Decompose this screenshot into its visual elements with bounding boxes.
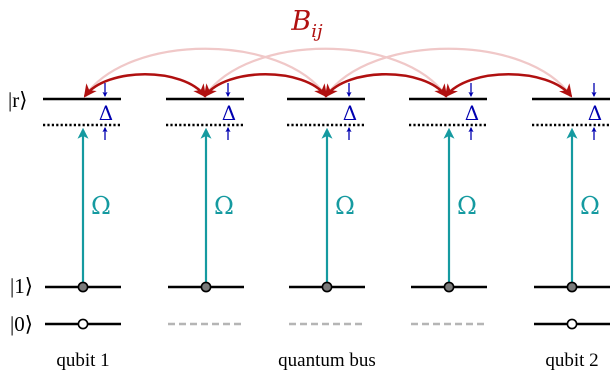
coupling-label: Bij <box>290 6 323 42</box>
quantum-bus-caption: quantum bus <box>278 350 376 371</box>
detuning-label: Δ <box>465 101 479 125</box>
atom-column-3: ΩΔ <box>287 83 365 326</box>
one-population-dot <box>77 281 89 293</box>
rabi-label: Ω <box>335 192 355 220</box>
zero-state-label: |0⟩ <box>10 312 33 336</box>
one-population-dot <box>566 281 578 293</box>
zero-population-dot <box>566 318 578 330</box>
rabi-label: Ω <box>457 192 477 220</box>
rydberg-state-label: |r⟩ <box>8 88 27 112</box>
zero-population-dot <box>77 318 89 330</box>
one-population-dot <box>321 281 333 293</box>
one-population-dot <box>200 281 212 293</box>
atom-column-1: ΩΔ <box>43 83 121 330</box>
detuning-label: Δ <box>99 101 113 125</box>
one-population-dot <box>443 281 455 293</box>
next-nearest-couplings <box>84 47 572 98</box>
nearest-couplings <box>83 73 573 98</box>
qubit-1-caption: qubit 1 <box>56 350 109 371</box>
nearest-coupling-arc <box>203 73 328 98</box>
next-nearest-coupling-arc <box>204 47 447 98</box>
nearest-coupling-arc <box>83 73 207 98</box>
rabi-label: Ω <box>214 192 234 220</box>
next-nearest-coupling-arc <box>84 47 327 98</box>
detuning-label: Δ <box>588 101 602 125</box>
atom-column-2: ΩΔ <box>166 83 244 326</box>
atom-column-5: ΩΔ <box>532 83 610 330</box>
detuning-label: Δ <box>222 101 236 125</box>
one-state-label: |1⟩ <box>10 274 33 298</box>
coupling-subscript: ij <box>311 21 323 42</box>
rabi-label: Ω <box>580 192 600 220</box>
nearest-coupling-arc <box>444 73 573 98</box>
atom-column-4: ΩΔ <box>409 83 487 326</box>
qubit-2-caption: qubit 2 <box>545 350 598 371</box>
detuning-label: Δ <box>343 101 357 125</box>
rabi-label: Ω <box>91 192 111 220</box>
nearest-coupling-arc <box>324 73 448 98</box>
next-nearest-coupling-arc <box>325 47 572 98</box>
